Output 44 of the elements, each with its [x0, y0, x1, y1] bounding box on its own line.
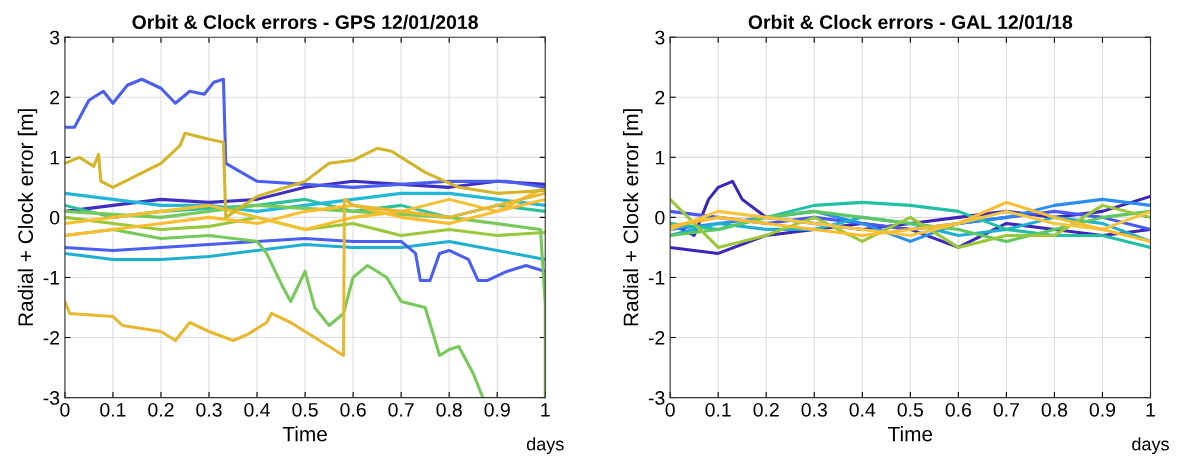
y-tick-label: -3 — [648, 391, 665, 405]
y-tick-label: 0 — [49, 210, 60, 225]
y-tick-label: -1 — [648, 271, 665, 285]
y-tick-label: 1 — [655, 150, 665, 165]
text: days — [1132, 437, 1169, 455]
x-tick-label: 0.9 — [484, 402, 510, 417]
x-tick-label: 0.7 — [388, 402, 414, 417]
text: days — [526, 437, 564, 455]
y-tick-label: -1 — [43, 271, 60, 285]
x-tick-label: 1 — [1146, 403, 1155, 417]
x-tick-label: 0.2 — [753, 402, 779, 417]
x-tick-label: 0.1 — [705, 402, 731, 417]
x-tick-label: 0.6 — [340, 402, 366, 417]
x-tick-label: 0.4 — [849, 402, 876, 417]
x-tick-label: 0.5 — [897, 402, 924, 417]
x-tick-label: 0 — [665, 402, 675, 417]
x-tick-label: 0.8 — [1041, 402, 1068, 417]
y-tick-label: 2 — [655, 90, 665, 105]
x-tick-label: 0.3 — [196, 402, 222, 417]
x-tick-label: 0.3 — [801, 402, 827, 417]
y-axis-title: Radial + Clock error [m] — [623, 109, 643, 326]
x-tick-label: 0.9 — [1089, 402, 1116, 417]
x-tick-label: 0.1 — [100, 402, 126, 417]
x-tick-label: 0.5 — [292, 402, 318, 417]
y-tick-label: 2 — [50, 90, 60, 105]
x-tick-label: 0.2 — [148, 402, 174, 417]
y-tick-label: 3 — [655, 30, 665, 45]
x-tick-label: 0.4 — [244, 402, 270, 417]
y-tick-label: 1 — [50, 150, 60, 165]
y-tick-label: 3 — [49, 30, 60, 45]
y-axis-title: Radial + Clock error [m] — [17, 109, 38, 326]
y-tick-label: 0 — [655, 210, 665, 225]
x-tick-label: 0 — [60, 402, 70, 417]
x-tick-label: 0.8 — [436, 402, 462, 417]
x-axis-title: Time — [282, 426, 327, 442]
x-tick-label: 0.6 — [945, 402, 972, 417]
x-tick-label: 0.7 — [993, 402, 1019, 417]
x-tick-label: 1 — [541, 403, 550, 417]
chart-title: Orbit & Clock errors - GPS 12/01/2018 — [132, 14, 478, 30]
y-tick-label: -2 — [43, 330, 60, 345]
chart-title: Orbit & Clock errors - GAL 12/01/18 — [748, 14, 1073, 30]
x-axis-title: Time — [888, 426, 933, 442]
y-tick-label: -2 — [648, 330, 665, 345]
y-tick-label: -3 — [43, 391, 60, 405]
